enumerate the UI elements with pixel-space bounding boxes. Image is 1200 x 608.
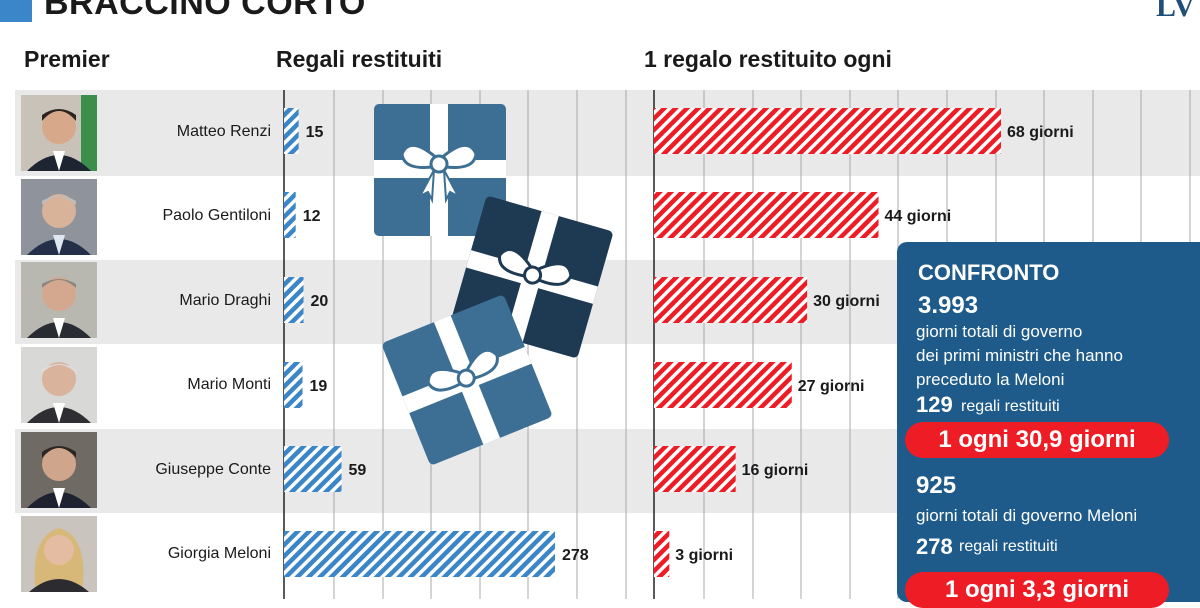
gift-box-icon [374, 104, 506, 236]
previous-days-desc: giorni totali di governo [916, 322, 1083, 341]
column-header-rate: 1 regalo restituito ogni [644, 46, 892, 72]
gifts-bar [284, 108, 299, 154]
meloni-gifts-count: 278 [916, 534, 953, 559]
rate-value-label: 68 giorni [1007, 124, 1074, 141]
meloni-gifts-label: regali restituiti [959, 538, 1058, 555]
column-header-gifts: Regali restituiti [276, 46, 443, 72]
comparison-title: CONFRONTO [918, 260, 1060, 285]
premier-name: Paolo Gentiloni [162, 207, 271, 224]
gifts-value-label: 59 [349, 462, 367, 479]
page-title: BRACCINO CORTO [44, 0, 366, 22]
previous-days-total: 3.993 [918, 292, 979, 319]
gifts-value-label: 19 [310, 378, 328, 395]
gifts-value-label: 278 [562, 547, 589, 564]
rate-bar [654, 362, 792, 408]
previous-days-desc: preceduto la Meloni [916, 370, 1065, 389]
rate-bar [654, 446, 736, 492]
previous-rate-badge: 1 ogni 30,9 giorni [905, 422, 1169, 458]
premier-name: Mario Monti [187, 376, 271, 393]
rate-bar [654, 531, 670, 577]
rate-value-label: 44 giorni [885, 208, 952, 225]
meloni-rate-badge: 1 ogni 3,3 giorni [905, 572, 1169, 608]
publisher-logo: LV [1156, 0, 1195, 23]
gifts-bars: 15 12 20 19 59 278 [284, 108, 589, 577]
gifts-value-label: 15 [306, 124, 324, 141]
gift-box-icon [382, 295, 552, 465]
meloni-days-desc: giorni totali di governo Meloni [916, 506, 1138, 525]
previous-gifts-count: 129 [916, 392, 953, 417]
rate-value-label: 30 giorni [813, 293, 880, 310]
gifts-bar [284, 277, 304, 323]
rate-value-label: 3 giorni [675, 547, 733, 564]
title-accent-block [0, 0, 32, 22]
premier-name: Matteo Renzi [176, 123, 271, 140]
gifts-bar [284, 446, 342, 492]
gifts-bar [284, 531, 555, 577]
rate-bars: 68 giorni 44 giorni 30 giorni 27 giorni 16 g… [654, 108, 1074, 577]
premier-name: Giuseppe Conte [155, 461, 271, 478]
gifts-bar [284, 362, 303, 408]
rate-value-label: 16 giorni [742, 462, 809, 479]
premier-photo-meloni [21, 516, 97, 592]
premier-photo-monti [21, 347, 97, 423]
premier-photo-renzi [21, 95, 97, 171]
previous-days-desc: dei primi ministri che hanno [916, 346, 1123, 365]
gift-box-icon [451, 196, 613, 358]
gifts-bar [284, 192, 296, 238]
rate-bar [654, 108, 1001, 154]
gifts-value-label: 20 [310, 293, 328, 310]
premier-photo-draghi [21, 262, 97, 338]
row-background [15, 90, 1200, 176]
meloni-days-total: 925 [916, 472, 957, 499]
gifts-value-label: 12 [303, 208, 321, 225]
premier-name: Mario Draghi [179, 292, 271, 309]
premier-name: Giorgia Meloni [167, 545, 271, 562]
premier-photo-gentiloni [21, 179, 97, 255]
premier-photo-conte [21, 432, 97, 508]
rate-bar [654, 277, 808, 323]
rate-bar [654, 192, 879, 238]
comparison-panel: CONFRONTO 3.993 giorni totali di governo… [897, 242, 1200, 608]
previous-gifts-label: regali restituiti [961, 398, 1060, 415]
column-header-premier: Premier [24, 46, 110, 72]
rate-value-label: 27 giorni [798, 378, 865, 395]
